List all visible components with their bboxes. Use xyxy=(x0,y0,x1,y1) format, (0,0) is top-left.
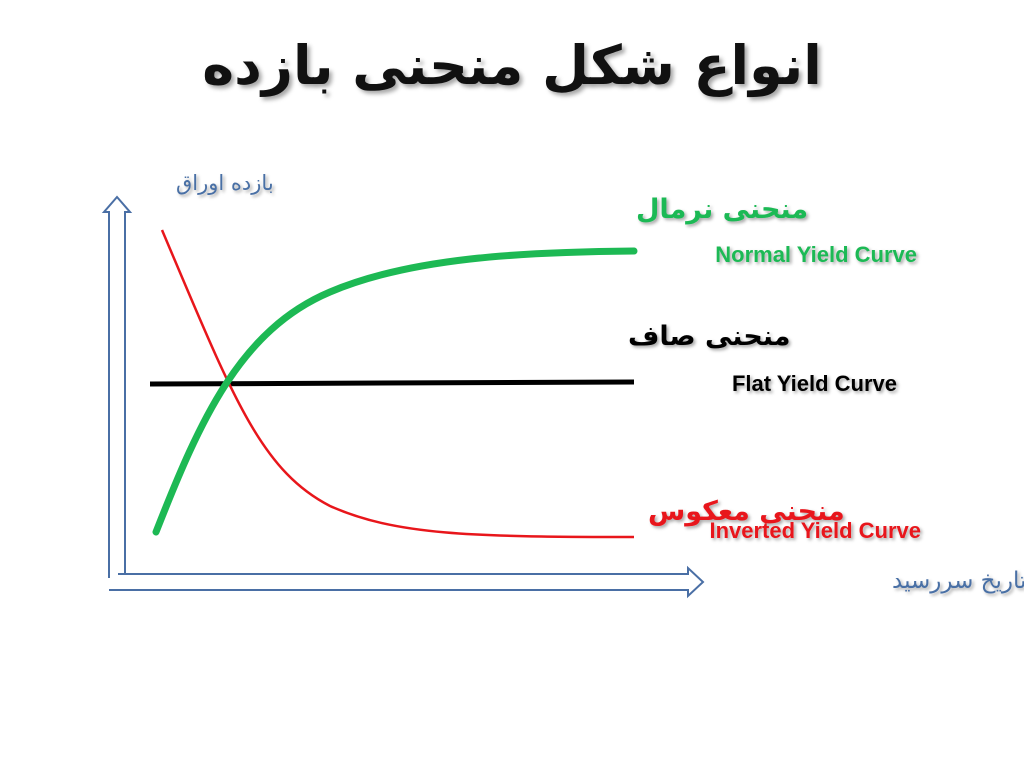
inverted-yield-curve-line xyxy=(160,229,635,539)
normal-curve-label-fa: منحنی نرمال xyxy=(636,194,808,225)
normal-curve-label-en: Normal Yield Curve xyxy=(715,242,917,267)
flat-yield-curve-line xyxy=(149,379,635,387)
inverted-curve-label-fa: منحنی معکوس xyxy=(648,496,845,527)
y-axis-label: بازده اوراق xyxy=(176,171,274,195)
x-axis-label: تاریخ سررسید xyxy=(892,568,1024,594)
x-axis xyxy=(109,565,705,599)
x-axis-arrow xyxy=(109,565,705,599)
y-axis xyxy=(101,195,133,578)
inverted-curve-label-en: Inverted Yield Curve xyxy=(709,518,921,543)
flat-curve-label-en: Flat Yield Curve xyxy=(732,371,897,396)
diagram-title: انواع شکل منحنی بازده xyxy=(202,34,822,97)
y-axis-arrow xyxy=(101,195,133,578)
normal-yield-curve-line xyxy=(152,247,638,536)
flat-curve-label-fa: منحنی صاف xyxy=(628,321,791,352)
